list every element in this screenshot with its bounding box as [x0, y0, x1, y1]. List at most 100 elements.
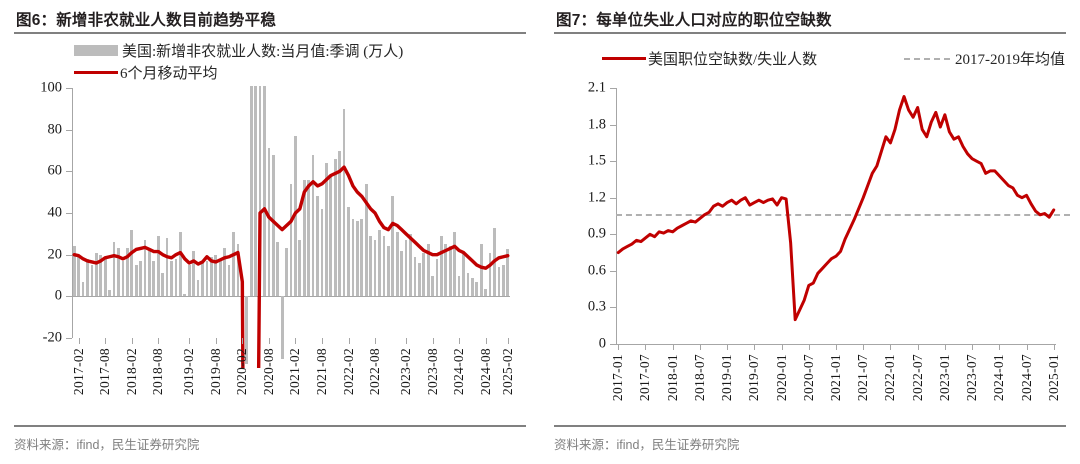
y-axis-tick [66, 254, 72, 256]
x-axis-tick [375, 338, 377, 344]
legend-item-openings-ratio: 美国职位空缺数/失业人数 [602, 48, 817, 69]
bar [130, 229, 134, 297]
x-axis-label: 2021-02 [287, 348, 303, 396]
x-axis-tick [917, 344, 919, 350]
bar [413, 256, 417, 297]
bar [280, 296, 284, 359]
bar [214, 254, 218, 297]
y-axis-tick [66, 88, 72, 89]
x-axis-tick [754, 344, 756, 350]
bar [174, 258, 178, 297]
legend-item-average: 2017-2019年均值 [904, 48, 1065, 69]
panel-6-source-row: 资料来源：ifind，民生证券研究院 [14, 425, 526, 454]
x-axis-line [72, 296, 510, 298]
y-axis-tick [66, 171, 72, 173]
x-axis-tick [406, 338, 408, 344]
bar [99, 254, 103, 297]
bar [435, 258, 439, 297]
x-axis-label: 2020-07 [800, 354, 816, 402]
bar [245, 296, 249, 364]
page-title: 图6：新增非农就业人数目前趋势平稳 [16, 12, 277, 29]
bar [72, 246, 76, 297]
source-note: 资料来源：ifind，民生证券研究院 [554, 438, 740, 452]
bar [192, 250, 196, 297]
bar [81, 281, 85, 297]
legend-label-ma6: 6个月移动平均 [120, 66, 218, 82]
bar [355, 221, 359, 297]
bar [378, 229, 381, 297]
bar [316, 196, 319, 297]
bar [462, 252, 465, 297]
x-axis-label: 2020-01 [773, 354, 789, 402]
x-axis-tick [459, 338, 461, 344]
bar [165, 238, 169, 297]
bar [121, 260, 125, 297]
x-axis-tick [781, 344, 783, 350]
bar [249, 86, 253, 297]
bar [276, 242, 280, 297]
bar [488, 252, 492, 297]
bar [440, 235, 443, 297]
bar [320, 208, 324, 297]
x-axis-tick [890, 344, 892, 350]
y-axis-label: 0 [54, 287, 62, 304]
y-axis-line [616, 88, 617, 344]
y-axis-tick [610, 197, 616, 199]
x-axis-label: 2022-08 [367, 348, 383, 396]
x-axis-tick [189, 338, 191, 344]
x-axis-tick [215, 338, 217, 344]
bar [311, 154, 315, 297]
bar [298, 240, 302, 297]
bar [271, 154, 275, 297]
line-swatch-icon [74, 71, 118, 74]
bar-swatch-icon [74, 45, 118, 56]
bar [338, 150, 342, 297]
page-title: 图7：每单位失业人口对应的职位空缺数 [556, 12, 832, 29]
bar [404, 240, 408, 297]
bar [325, 163, 328, 297]
y-axis-label: 1.5 [587, 152, 606, 169]
chart-nonfarm-payrolls: -20 0 20 40 60 80 100 2017-02 2017-08 2018-02 2018… [14, 80, 526, 422]
x-axis-tick [808, 344, 810, 350]
x-axis-tick [944, 344, 946, 350]
y-axis-tick [610, 344, 616, 345]
x-axis-tick [972, 344, 974, 350]
x-axis-tick [727, 344, 729, 350]
x-axis-label: 2024-08 [477, 348, 493, 396]
x-axis-label: 2022-01 [882, 354, 898, 402]
bar [218, 258, 222, 297]
x-axis-tick [618, 344, 620, 350]
legend-label-nonfarm: 美国:新增非农就业人数:当月值:季调 (万人) [122, 44, 404, 60]
y-axis-tick [610, 88, 616, 89]
x-axis-tick [242, 338, 244, 344]
x-axis-label: 2018-07 [691, 354, 707, 402]
bar [263, 86, 266, 297]
x-axis-tick [348, 338, 350, 344]
y-axis-label: -20 [42, 329, 62, 346]
bar [360, 219, 364, 297]
x-axis-label: 2019-07 [746, 354, 762, 402]
bar [258, 86, 262, 297]
bar [506, 248, 510, 297]
bar [391, 196, 395, 297]
bar [267, 148, 271, 297]
bar [342, 108, 346, 297]
bar [475, 281, 479, 297]
panel-6-legend: 美国:新增非农就业人数:当月值:季调 (万人) 6个月移动平均 [14, 34, 526, 82]
panel-7-legend: 美国职位空缺数/失业人数 2017-2019年均值 [554, 34, 1066, 82]
x-axis-label: 2022-02 [340, 348, 356, 396]
bar [90, 265, 94, 297]
x-axis-tick [295, 338, 297, 344]
x-axis-tick [645, 344, 647, 350]
bar [139, 260, 142, 297]
x-axis-label: 2017-07 [637, 354, 653, 402]
y-axis-tick [66, 338, 72, 339]
bar [484, 288, 488, 297]
bar [205, 260, 209, 297]
x-axis-label: 2020-08 [260, 348, 276, 396]
bar [112, 242, 116, 297]
bar [369, 235, 372, 297]
x-axis-tick [836, 344, 837, 350]
x-axis-label: 2023-07 [964, 354, 980, 402]
bar [351, 219, 355, 297]
